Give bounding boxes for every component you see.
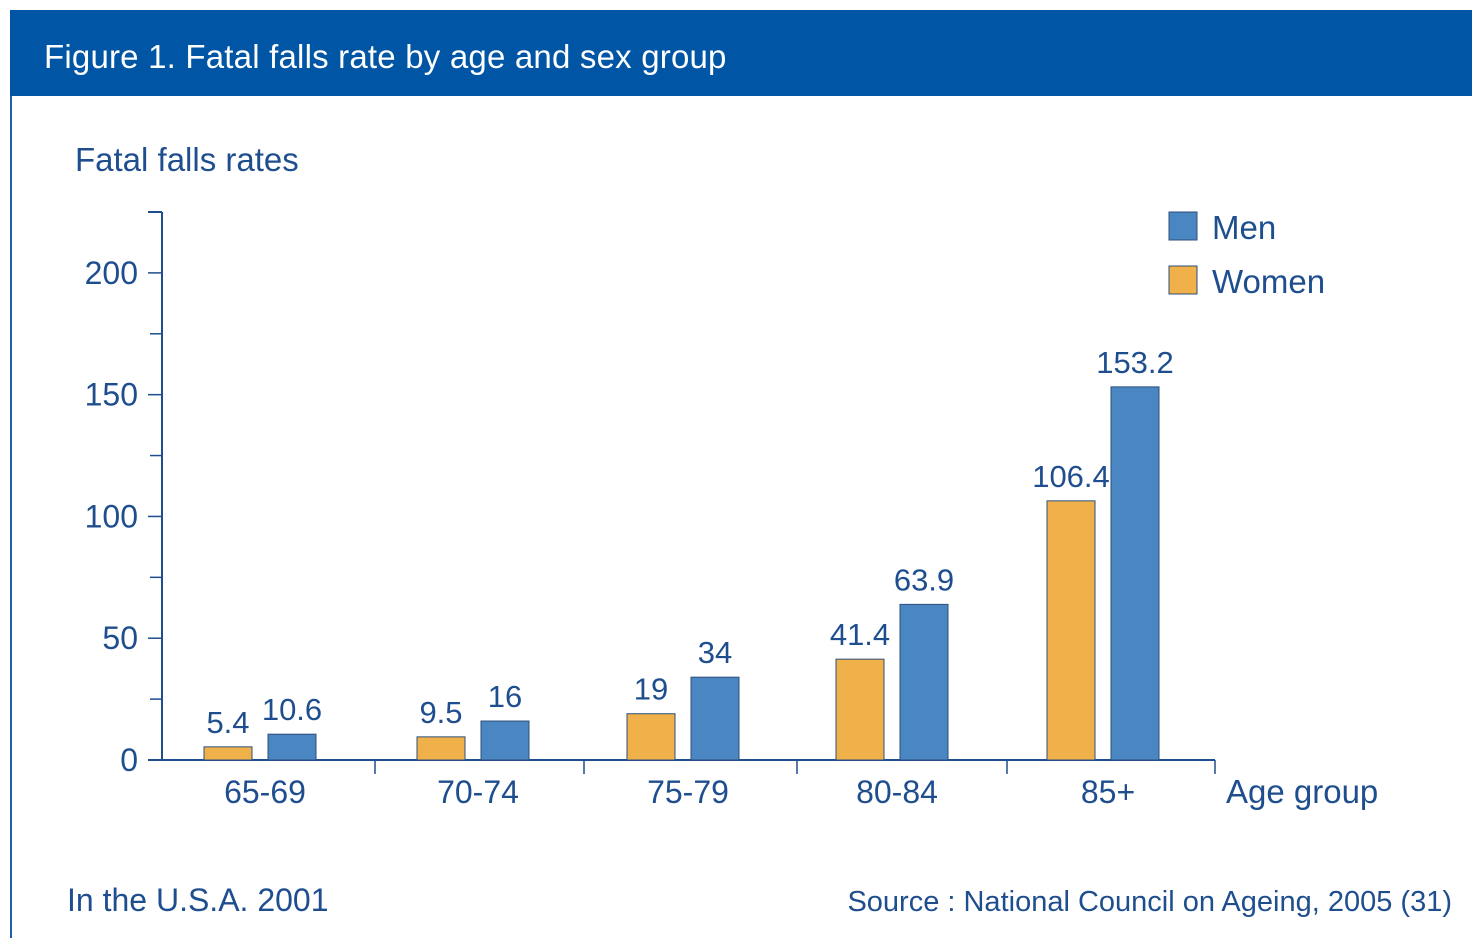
legend-swatch <box>1168 265 1198 295</box>
bar-men <box>267 733 317 761</box>
y-tick-label: 0 <box>120 742 138 778</box>
bar-women <box>416 736 466 761</box>
bar-women <box>835 658 885 761</box>
data-label-men: 63.9 <box>894 562 954 597</box>
data-label-men: 16 <box>488 679 522 714</box>
data-label-men: 153.2 <box>1096 345 1174 380</box>
bar-men <box>480 720 530 761</box>
x-axis-title: Age group <box>1226 773 1378 810</box>
figure-header: Figure 1. Fatal falls rate by age and se… <box>10 10 1472 96</box>
data-label-men: 34 <box>698 635 732 670</box>
y-tick-label: 100 <box>85 498 138 534</box>
x-tick-label: 75-79 <box>647 774 729 810</box>
legend-label: Men <box>1212 209 1276 246</box>
figure-title: Figure 1. Fatal falls rate by age and se… <box>44 38 727 75</box>
data-label-women: 106.4 <box>1032 459 1110 494</box>
bar-women <box>626 713 676 761</box>
data-label-women: 19 <box>634 672 668 707</box>
legend-label: Women <box>1212 263 1325 300</box>
bar-women <box>203 746 253 761</box>
bar-women <box>1046 500 1096 761</box>
y-tick-label: 200 <box>85 255 138 291</box>
data-label-women: 41.4 <box>830 617 890 652</box>
x-tick-label: 65-69 <box>224 774 306 810</box>
data-label-women: 9.5 <box>419 695 462 730</box>
bar-men <box>690 676 740 761</box>
legend-swatch <box>1168 211 1198 241</box>
bar-men <box>1110 386 1160 761</box>
y-tick-label: 150 <box>85 377 138 413</box>
figure-frame <box>10 10 1472 938</box>
y-axis-title: Fatal falls rates <box>75 141 299 178</box>
x-tick-label: 85+ <box>1081 774 1135 810</box>
source-note: Source : National Council on Ageing, 200… <box>847 886 1452 918</box>
bar-men <box>899 603 949 761</box>
x-tick-label: 80-84 <box>856 774 938 810</box>
x-tick-label: 70-74 <box>437 774 519 810</box>
data-label-women: 5.4 <box>206 705 249 740</box>
footer-note: In the U.S.A. 2001 <box>67 882 329 918</box>
data-label-men: 10.6 <box>262 692 322 727</box>
y-tick-label: 50 <box>102 620 138 656</box>
